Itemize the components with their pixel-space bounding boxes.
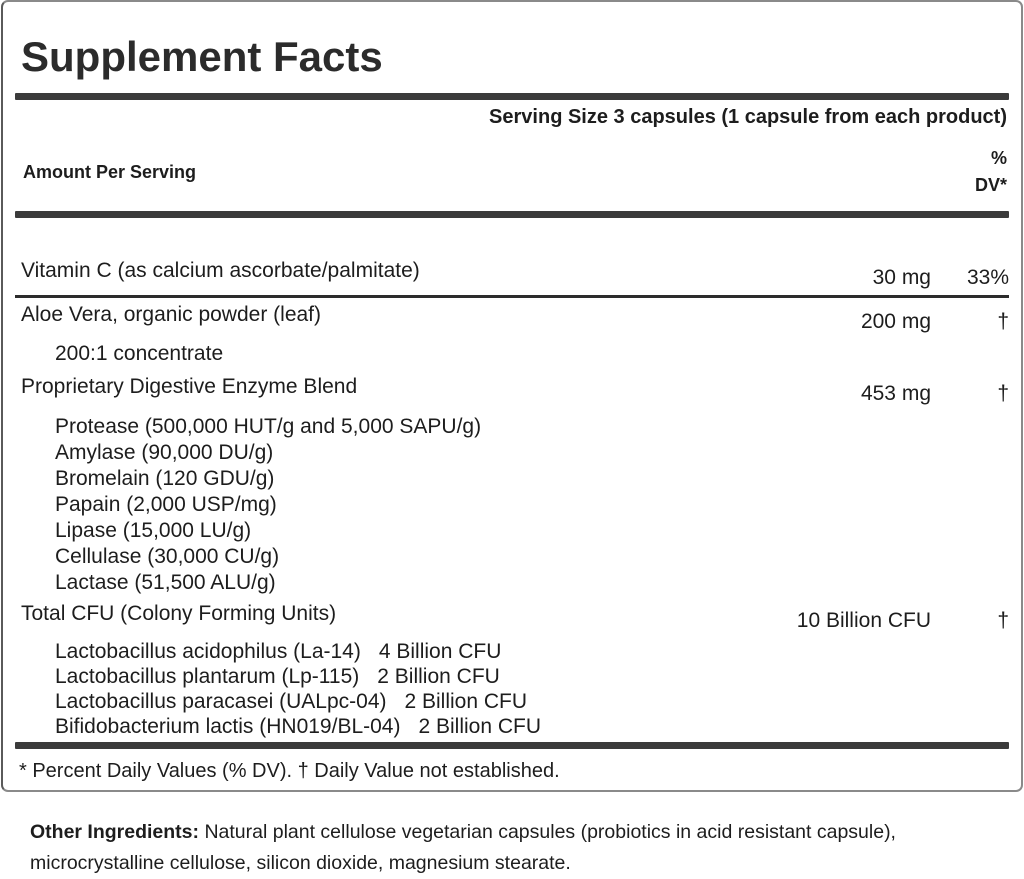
strain-cfu: 2 Billion CFU: [377, 665, 500, 688]
row-total-cfu: Total CFU (Colony Forming Units) 10 Bill…: [15, 601, 1009, 632]
enzyme-component: Protease (500,000 HUT/g and 5,000 SAPU/g…: [55, 415, 482, 438]
other-ingredients-label: Other Ingredients:: [30, 821, 200, 843]
serving-size-text: Serving Size 3 capsules (1 capsule from …: [489, 106, 1007, 128]
aloe-concentrate-note: 200:1 concentrate: [55, 342, 224, 365]
probiotic-strain: Bifidobacterium lactis (HN019/BL-04) 2 Bi…: [15, 714, 1009, 739]
other-ingredients-text: Natural plant cellulose vegetarian capsu…: [30, 821, 896, 874]
percent-dv-header: % DV*: [975, 145, 1007, 199]
ingredient-dv: †: [997, 382, 1009, 405]
enzyme-component: Amylase (90,000 DU/g): [55, 441, 274, 464]
divider-thick-title: [15, 93, 1009, 100]
percent-dv-header-line2: DV*: [974, 175, 1007, 195]
ingredient-dv: †: [997, 609, 1009, 632]
ingredient-name: Proprietary Digestive Enzyme Blend: [21, 375, 358, 398]
row-aloe-vera: Aloe Vera, organic powder (leaf) 200 mg …: [15, 302, 1009, 333]
panel-title: Supplement Facts: [21, 33, 383, 80]
enzyme-component: Cellulase (30,000 CU/g): [55, 545, 280, 568]
divider-thin: [15, 295, 1009, 298]
ingredient-name: Aloe Vera, organic powder (leaf): [21, 303, 321, 326]
probiotic-strain: Lactobacillus acidophilus (La-14) 4 Billi…: [15, 639, 1009, 664]
row-enzyme-blend: Proprietary Digestive Enzyme Blend 453 m…: [15, 374, 1009, 405]
ingredient-amount: 30 mg: [872, 266, 931, 289]
strain-cfu: 2 Billion CFU: [418, 715, 542, 738]
enzyme-component: Lipase (15,000 LU/g): [55, 519, 252, 542]
ingredient-rows: Vitamin C (as calcium ascorbate/palmitat…: [15, 258, 1009, 739]
ingredient-amount: 200 mg: [860, 310, 931, 333]
enzyme-component: Papain (2,000 USP/mg): [55, 493, 277, 516]
row-vitamin-c: Vitamin C (as calcium ascorbate/palmitat…: [15, 258, 1009, 289]
probiotic-strain: Lactobacillus plantarum (Lp-115) 2 Billio…: [15, 664, 1009, 689]
daily-value-footnote: * Percent Daily Values (% DV). † Daily V…: [19, 760, 560, 782]
strain-name: Lactobacillus acidophilus (La-14): [55, 640, 361, 663]
strain-cfu: 2 Billion CFU: [404, 690, 528, 713]
enzyme-component-list: Protease (500,000 HUT/g and 5,000 SAPU/g…: [15, 414, 1009, 596]
ingredient-dv: †: [997, 310, 1009, 333]
percent-dv-header-line1: %: [990, 148, 1007, 168]
probiotic-strain-list: Lactobacillus acidophilus (La-14) 4 Billi…: [15, 639, 1009, 739]
probiotic-strain: Lactobacillus paracasei (UALpc-04) 2 Bill…: [15, 689, 1009, 714]
ingredient-name: Vitamin C (as calcium ascorbate/palmitat…: [21, 259, 420, 282]
ingredient-amount: 10 Billion CFU: [796, 609, 931, 632]
strain-name: Lactobacillus plantarum (Lp-115): [55, 665, 360, 688]
other-ingredients: Other Ingredients: Natural plant cellulo…: [0, 817, 952, 879]
ingredient-amount: 453 mg: [860, 382, 931, 405]
enzyme-component: Lactase (51,500 ALU/g): [55, 571, 276, 594]
strain-name: Bifidobacterium lactis (HN019/BL-04): [55, 715, 401, 738]
strain-cfu: 4 Billion CFU: [378, 640, 502, 663]
ingredient-name: Total CFU (Colony Forming Units): [21, 602, 337, 625]
amount-per-serving-header: Amount Per Serving: [23, 161, 197, 182]
strain-name: Lactobacillus paracasei (UALpc-04): [55, 690, 387, 713]
column-header-row: Amount Per Serving % DV*: [15, 145, 1009, 199]
ingredient-dv: 33%: [966, 266, 1009, 289]
divider-thick-header: [15, 211, 1009, 218]
enzyme-component: Bromelain (120 GDU/g): [55, 467, 275, 490]
divider-thick-footer: [15, 742, 1009, 749]
supplement-facts-panel: Supplement Facts Serving Size 3 capsules…: [1, 0, 1023, 792]
